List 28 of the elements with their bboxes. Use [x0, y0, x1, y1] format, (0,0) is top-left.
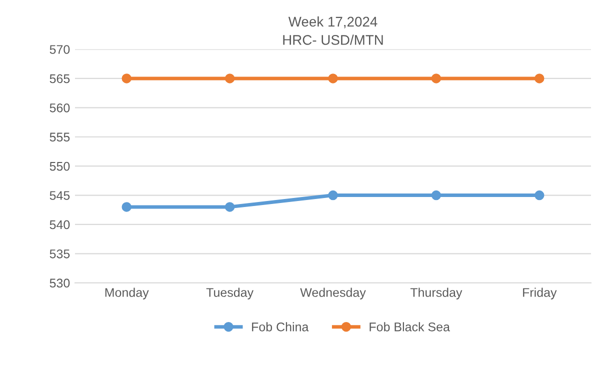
x-tick-label: Monday	[105, 288, 149, 300]
legend-label: Fob Black Sea	[370, 322, 450, 332]
y-tick-label: 530	[50, 278, 70, 288]
legend-label: Fob China	[252, 322, 309, 332]
y-tick-label: 545	[50, 191, 70, 200]
point	[122, 202, 132, 212]
point	[328, 190, 338, 200]
point	[122, 74, 132, 84]
x-tick-label: Friday	[523, 288, 557, 300]
point	[431, 74, 442, 84]
y-tick-label: 535	[50, 249, 70, 258]
y-tick-label: 560	[50, 103, 70, 112]
x-tick-label: Tuesday	[206, 288, 254, 300]
chart-title: Week 17,2024	[288, 16, 378, 28]
point	[224, 74, 235, 84]
point	[431, 190, 442, 200]
y-tick-label: 570	[50, 45, 70, 54]
y-tick-label: 555	[50, 132, 70, 142]
x-tick-label: Wednesday	[300, 288, 366, 300]
point	[534, 190, 544, 200]
point	[224, 202, 235, 212]
y-tick-label: 540	[50, 220, 70, 230]
x-tick-label: Thursday	[410, 288, 462, 300]
y-tick-label: 565	[50, 74, 70, 84]
point	[328, 74, 338, 84]
point	[534, 74, 544, 84]
y-tick-label: 550	[50, 162, 70, 171]
chart-subtitle: HRC- USD/MTN	[283, 34, 383, 45]
